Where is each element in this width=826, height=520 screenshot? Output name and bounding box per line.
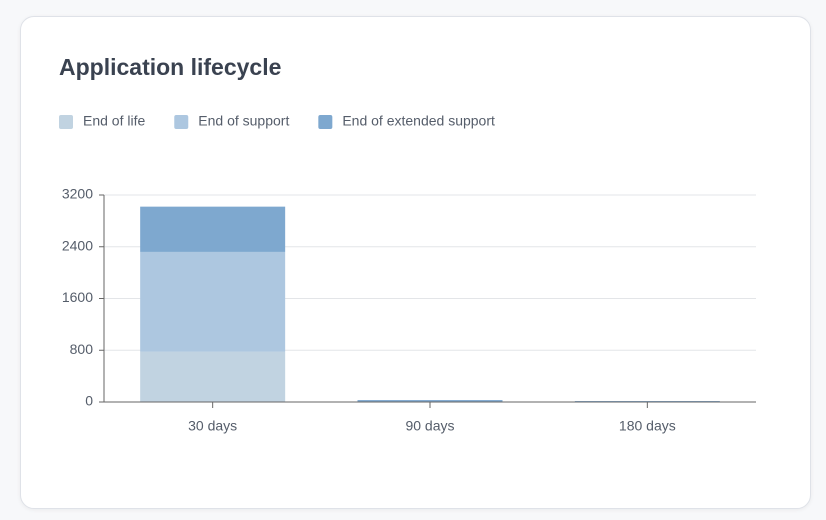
y-tick-label: 0: [85, 393, 93, 409]
y-tick-label: 2400: [62, 237, 93, 253]
legend-swatch: [318, 115, 333, 129]
y-tick-label: 800: [70, 341, 94, 357]
legend-swatch: [59, 115, 73, 129]
x-tick-label: 180 days: [619, 418, 676, 434]
y-tick-label: 3200: [62, 186, 93, 202]
bar-segment: [140, 351, 286, 402]
legend-swatch: [174, 115, 189, 129]
legend-label: End of life: [83, 113, 145, 129]
legend-label: End of extended support: [342, 113, 495, 129]
bar-segment: [140, 206, 286, 252]
bar-segment: [357, 400, 503, 402]
legend-label: End of support: [198, 113, 289, 129]
y-tick-label: 1600: [62, 289, 93, 305]
bar-segment: [140, 251, 286, 352]
chart-title: Application lifecycle: [59, 54, 281, 80]
x-tick-label: 30 days: [188, 418, 237, 434]
x-tick-label: 90 days: [405, 418, 454, 434]
